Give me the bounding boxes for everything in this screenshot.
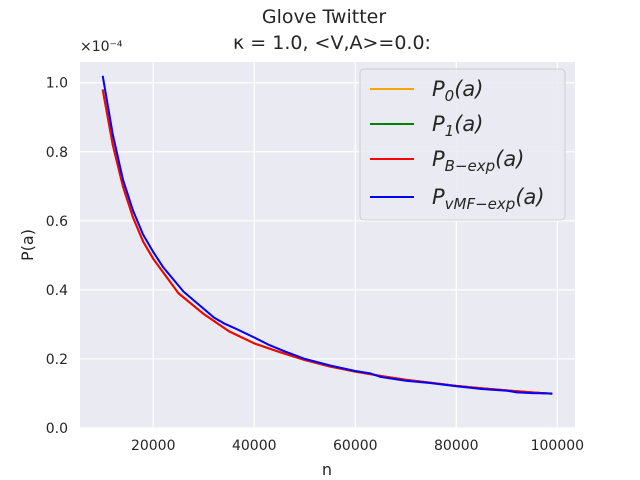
- chart-title-line1: Glove Twitter: [262, 6, 386, 28]
- legend-label-3: PvMF−exp(a): [432, 185, 545, 213]
- x-tick-label: 100000: [531, 438, 584, 454]
- x-tick-labels: 20000 40000 60000 80000 100000: [131, 438, 584, 454]
- series-lines: [101, 75, 553, 395]
- legend-label-2: PB−exp(a): [432, 147, 524, 175]
- legend-box: [359, 68, 566, 221]
- x-axis-label: n: [322, 460, 332, 479]
- x-tick-label: 60000: [333, 438, 378, 454]
- x-tick-label: 80000: [434, 438, 479, 454]
- y-tick-label: 0.8: [46, 145, 68, 161]
- y-tick-labels: 0.0 0.2 0.4 0.6 0.8 1.0: [46, 76, 68, 437]
- y-tick-label: 0.0: [46, 421, 68, 437]
- x-tick-label: 40000: [232, 438, 277, 454]
- series-line-3: [101, 75, 553, 395]
- y-multiplier: ×10⁻⁴: [80, 39, 123, 55]
- y-tick-label: 0.4: [46, 283, 68, 299]
- y-tick-label: 1.0: [46, 76, 68, 92]
- legend: P0(a) P1(a) PB−exp(a) PvMF−exp(a): [359, 68, 566, 221]
- y-tick-label: 0.2: [46, 352, 68, 368]
- legend-label-0: P0(a): [432, 77, 483, 105]
- y-tick-label: 0.6: [46, 214, 68, 230]
- x-tick-label: 20000: [131, 438, 176, 454]
- y-axis-label: P(a): [18, 229, 37, 261]
- chart-title-line2: κ = 1.0, <V,A>=0.0:: [233, 32, 431, 54]
- legend-label-1: P1(a): [432, 112, 483, 140]
